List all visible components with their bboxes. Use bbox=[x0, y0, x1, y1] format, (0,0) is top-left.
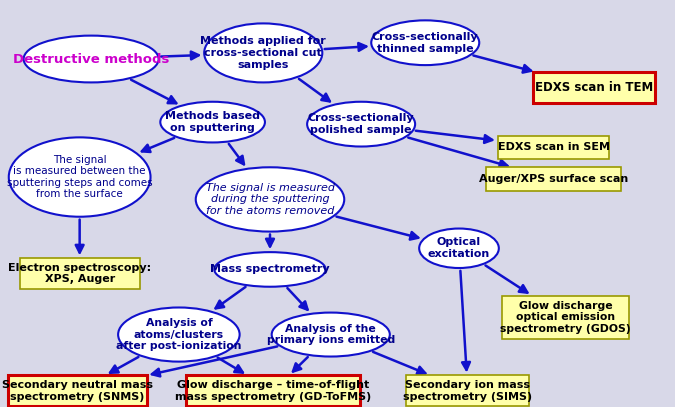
FancyBboxPatch shape bbox=[533, 72, 655, 103]
FancyBboxPatch shape bbox=[502, 295, 629, 339]
FancyBboxPatch shape bbox=[406, 375, 529, 406]
Ellipse shape bbox=[271, 313, 390, 357]
Ellipse shape bbox=[196, 167, 344, 232]
Text: Cross-sectionally
thinned sample: Cross-sectionally thinned sample bbox=[372, 32, 479, 54]
Text: Analysis of
atoms/clusters
after post-ionization: Analysis of atoms/clusters after post-io… bbox=[116, 318, 242, 351]
Text: Electron spectroscopy:
XPS, Auger: Electron spectroscopy: XPS, Auger bbox=[8, 263, 151, 284]
Text: Cross-sectionally
polished sample: Cross-sectionally polished sample bbox=[308, 113, 414, 135]
Ellipse shape bbox=[24, 36, 159, 82]
Text: EDXS scan in SEM: EDXS scan in SEM bbox=[497, 142, 610, 152]
Text: The signal is measured
during the sputtering
for the atoms removed: The signal is measured during the sputte… bbox=[205, 183, 335, 216]
Text: Destructive methods: Destructive methods bbox=[13, 53, 169, 66]
Ellipse shape bbox=[371, 20, 479, 65]
Ellipse shape bbox=[307, 102, 415, 147]
Text: Glow discharge – time-of-flight
mass spectrometry (GD-ToFMS): Glow discharge – time-of-flight mass spe… bbox=[176, 380, 371, 402]
Text: Methods based
on sputtering: Methods based on sputtering bbox=[165, 111, 260, 133]
FancyBboxPatch shape bbox=[497, 136, 609, 159]
Ellipse shape bbox=[118, 308, 240, 362]
Ellipse shape bbox=[161, 102, 265, 142]
Ellipse shape bbox=[204, 24, 323, 82]
Text: Auger/XPS surface scan: Auger/XPS surface scan bbox=[479, 174, 628, 184]
Text: Optical
excitation: Optical excitation bbox=[428, 237, 490, 259]
FancyBboxPatch shape bbox=[186, 375, 360, 406]
Text: Secondary neutral mass
spectrometry (SNMS): Secondary neutral mass spectrometry (SNM… bbox=[2, 380, 153, 402]
Ellipse shape bbox=[419, 229, 499, 268]
Text: Mass spectrometry: Mass spectrometry bbox=[210, 265, 330, 274]
FancyBboxPatch shape bbox=[20, 258, 140, 289]
FancyBboxPatch shape bbox=[8, 375, 147, 406]
Text: The signal
is measured between the
sputtering steps and comes
from the surface: The signal is measured between the sputt… bbox=[7, 155, 153, 199]
FancyBboxPatch shape bbox=[486, 168, 621, 190]
Text: Secondary ion mass
spectrometry (SIMS): Secondary ion mass spectrometry (SIMS) bbox=[403, 380, 533, 402]
Ellipse shape bbox=[9, 138, 151, 217]
Ellipse shape bbox=[215, 252, 325, 287]
Text: Analysis of the
primary ions emitted: Analysis of the primary ions emitted bbox=[267, 324, 395, 346]
Text: EDXS scan in TEM: EDXS scan in TEM bbox=[535, 81, 653, 94]
Text: Glow discharge
optical emission
spectrometry (GDOS): Glow discharge optical emission spectrom… bbox=[500, 301, 631, 334]
Text: Methods applied for
cross-sectional cut
samples: Methods applied for cross-sectional cut … bbox=[200, 36, 326, 70]
